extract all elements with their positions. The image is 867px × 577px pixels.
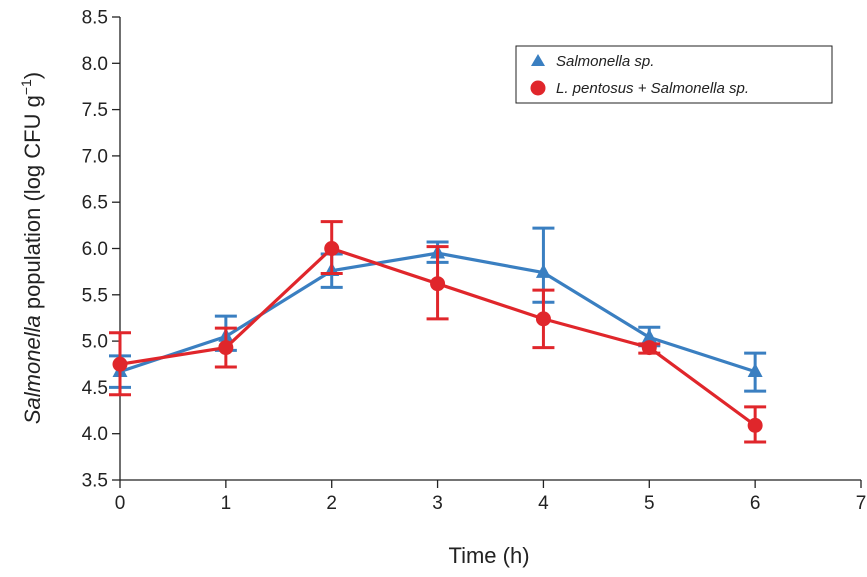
legend-label-series-1: Salmonella sp. [556,53,654,70]
y-tick-label: 4.0 [82,424,108,445]
y-axis-title-italic: Salmonella [20,315,45,424]
y-tick-label: 5.0 [82,332,108,353]
y-tick-label: 3.5 [82,471,108,492]
y-tick-label: 7.5 [82,100,108,121]
data-point-circle [641,340,657,356]
y-axis-title-main: population (log CFU g [20,95,45,315]
y-tick-label: 6.0 [82,239,108,260]
y-tick-label: 7.0 [82,146,108,167]
data-point-circle [535,311,551,327]
series-2 [109,220,767,444]
legend-circle-marker [530,80,546,96]
data-point-triangle [535,263,551,278]
data-point-triangle [747,362,763,377]
x-tick-label: 1 [221,493,232,514]
legend-box [515,45,833,104]
y-axis-title-close: ) [20,72,45,79]
y-tick-label: 6.5 [82,193,108,214]
data-point-circle [747,417,763,433]
x-tick-label: 3 [432,493,443,514]
y-axis-title-superscript: −1 [18,79,34,95]
legend-label-series-2: L. pentosus + Salmonella sp. [556,80,749,97]
x-tick-label: 4 [538,493,549,514]
x-axis-title: Time (h) [448,543,529,568]
ticks: 3.5 4.0 4.5 5.0 5.5 6.0 6.5 7.0 7.5 8.0 8.5 0 1 2 3 4 5 6… [82,8,867,515]
x-tick-label: 5 [644,493,655,514]
data-point-circle [218,340,234,356]
y-axis-title: Salmonella population (log CFU g−1) [18,72,45,424]
x-tick-label: 6 [750,493,761,514]
data-point-circle [324,241,340,256]
series-layer [109,220,767,444]
y-tick-label: 8.0 [82,54,108,75]
data-point-circle [430,276,446,292]
y-tick-label: 8.5 [82,8,108,29]
data-point-triangle [641,328,657,343]
data-point-circle [112,356,128,372]
y-tick-label: 4.5 [82,378,108,399]
legend-triangle-marker [531,54,545,66]
x-tick-label: 2 [326,493,337,514]
legend: Salmonella sp. L. pentosus + Salmonella … [515,45,833,104]
x-tick-label: 0 [115,493,126,514]
y-tick-label: 5.5 [82,285,108,306]
x-tick-label: 7 [856,493,867,514]
